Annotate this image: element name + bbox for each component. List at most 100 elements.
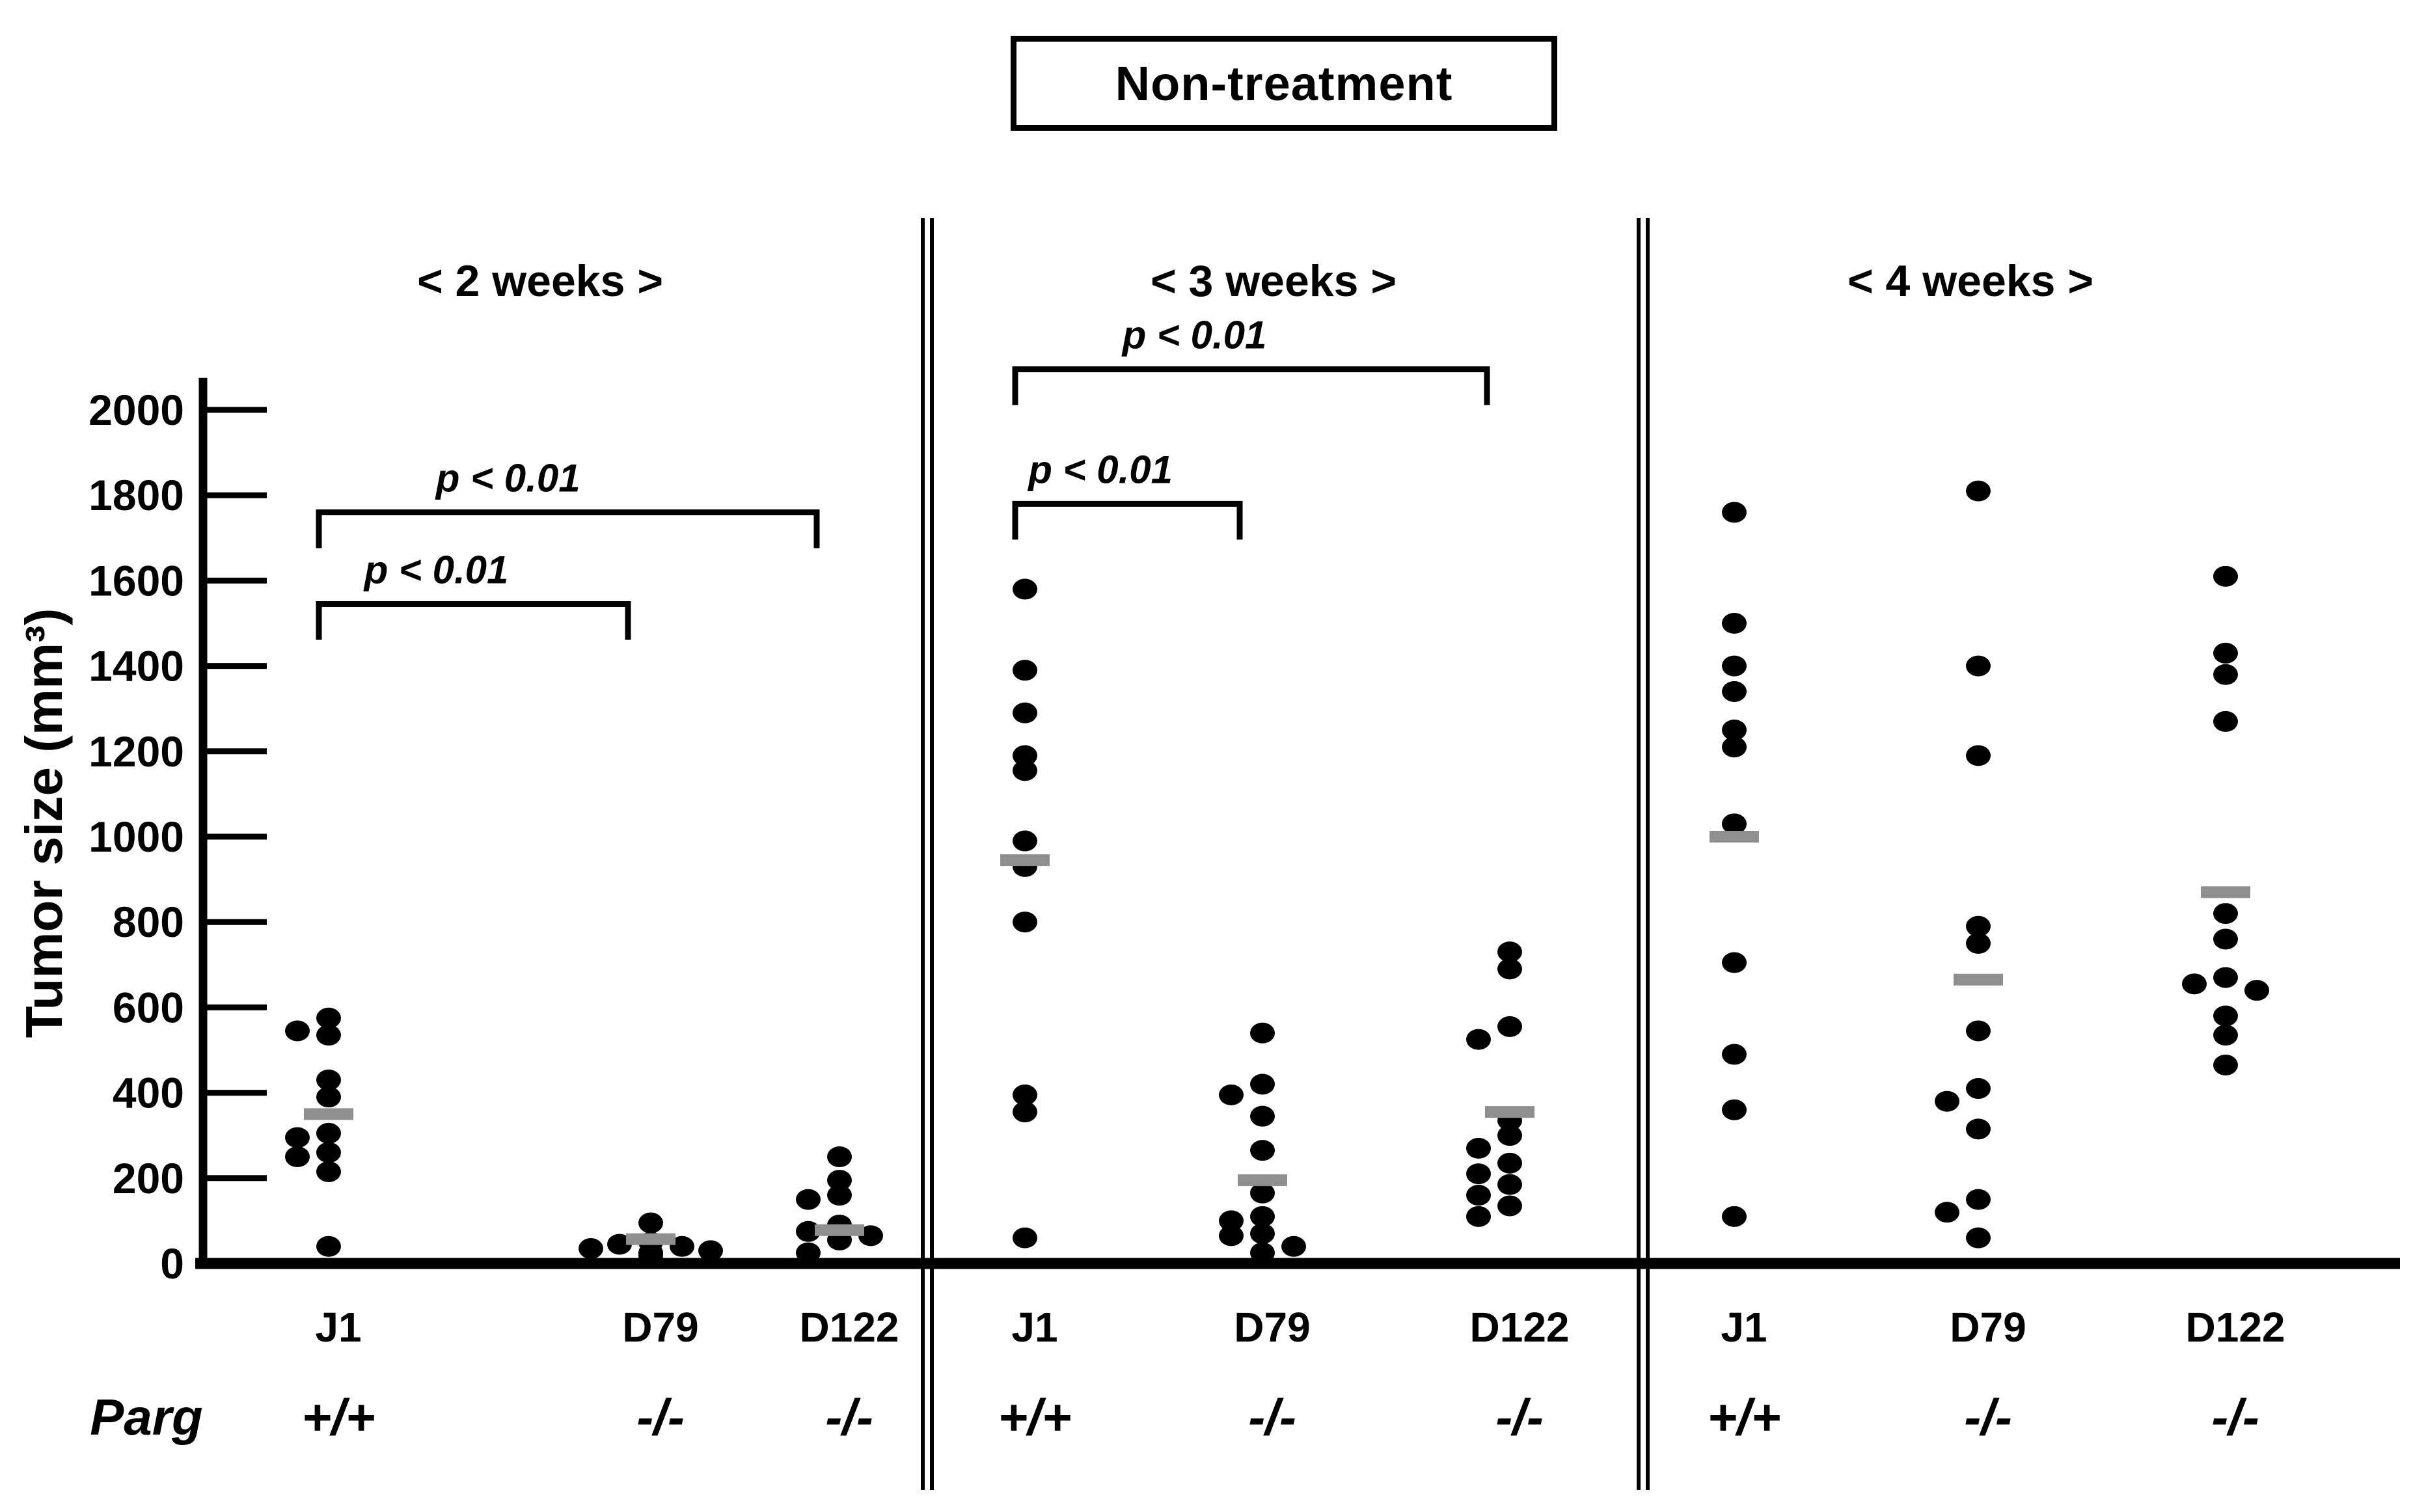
data-point <box>285 1020 310 1042</box>
data-point <box>1722 613 1747 634</box>
data-point <box>2213 565 2238 587</box>
data-point <box>796 1189 821 1210</box>
data-point <box>1013 830 1037 852</box>
data-point <box>1219 1225 1244 1247</box>
cell-line-label: D79 <box>1950 1304 2026 1351</box>
y-tick-label: 1200 <box>89 727 184 776</box>
y-tick-label: 1000 <box>89 813 184 861</box>
data-point <box>1466 1137 1491 1159</box>
data-point <box>1497 1152 1522 1174</box>
data-point <box>2213 710 2238 732</box>
y-tick-label: 400 <box>113 1069 184 1117</box>
data-point <box>285 1146 310 1167</box>
data-point <box>796 1221 821 1242</box>
y-tick-label: 0 <box>160 1239 184 1288</box>
data-point <box>1013 578 1037 600</box>
mean-bar <box>815 1224 864 1236</box>
data-point <box>2213 664 2238 685</box>
data-point <box>285 1127 310 1148</box>
data-point <box>316 1007 341 1029</box>
genotype-label: -/- <box>1495 1388 1544 1446</box>
mean-bar <box>1000 854 1050 867</box>
data-point <box>1013 911 1037 933</box>
data-point <box>2213 1025 2238 1046</box>
data-point <box>1966 915 1991 937</box>
data-point <box>316 1142 341 1163</box>
data-point <box>1497 1195 1522 1217</box>
data-point <box>1722 1044 1747 1065</box>
y-tick-label: 2000 <box>89 386 184 434</box>
data-point <box>1250 1022 1275 1044</box>
genotype-label: +/+ <box>1708 1388 1781 1446</box>
data-point <box>1722 1099 1747 1120</box>
y-axis-title: Tumor size (mm³) <box>15 608 73 1038</box>
significance-bracket <box>316 509 820 548</box>
data-point <box>1935 1202 1959 1223</box>
mean-bar <box>1238 1174 1287 1187</box>
data-point <box>1497 941 1522 963</box>
significance-bracket <box>1012 366 1490 405</box>
cell-line-label: D122 <box>1470 1304 1570 1351</box>
data-point <box>2213 903 2238 925</box>
data-point <box>316 1087 341 1108</box>
data-point <box>1966 1078 1991 1100</box>
data-point <box>2213 928 2238 950</box>
data-point <box>1013 1101 1037 1123</box>
data-point <box>1966 1020 1991 1042</box>
genotype-label: -/- <box>825 1388 873 1446</box>
data-point <box>1219 1084 1244 1105</box>
data-point <box>1250 1223 1275 1245</box>
data-point <box>1250 1206 1275 1227</box>
mean-bar <box>304 1108 353 1120</box>
data-point <box>1250 1242 1275 1263</box>
genotype-label: -/- <box>2211 1388 2259 1446</box>
cell-line-label: D79 <box>622 1304 698 1351</box>
significance-label: p < 0.01 <box>1121 314 1267 357</box>
data-point <box>1250 1073 1275 1095</box>
panel-header: < 4 weeks > <box>1847 256 2093 306</box>
data-point <box>638 1212 663 1234</box>
data-point <box>1722 813 1747 835</box>
mean-bar <box>1485 1106 1534 1118</box>
significance-label: p < 0.01 <box>435 456 580 500</box>
data-point <box>1966 1118 1991 1140</box>
y-tick-label: 800 <box>113 898 184 946</box>
data-point <box>1722 655 1747 677</box>
data-point <box>670 1235 694 1257</box>
genotype-label: -/- <box>636 1388 685 1446</box>
data-point <box>1497 1174 1522 1195</box>
data-point <box>1497 1016 1522 1037</box>
mean-bar <box>1954 973 2003 986</box>
data-point <box>2213 1005 2238 1027</box>
mean-bar <box>2201 886 2250 898</box>
data-point <box>316 1069 341 1090</box>
significance-bracket <box>1012 500 1243 540</box>
data-point <box>1013 745 1037 766</box>
data-point <box>316 1025 341 1046</box>
data-point <box>1966 745 1991 766</box>
data-point <box>1013 1227 1037 1249</box>
parg-row-label: Parg <box>90 1388 202 1446</box>
data-point <box>698 1240 723 1262</box>
data-point <box>1722 1206 1747 1227</box>
panel-header: < 3 weeks > <box>1151 256 1397 306</box>
data-point <box>1966 1227 1991 1249</box>
data-point <box>1250 1140 1275 1161</box>
data-point <box>1219 1210 1244 1232</box>
y-tick-label: 200 <box>113 1154 184 1202</box>
cell-line-label: D79 <box>1234 1304 1310 1351</box>
data-point <box>827 1170 852 1191</box>
mean-bar <box>1710 831 1759 843</box>
data-point <box>1722 952 1747 973</box>
y-tick-label: 600 <box>113 983 184 1031</box>
data-point <box>858 1225 883 1247</box>
data-point <box>1966 480 1991 502</box>
data-point <box>2182 973 2207 995</box>
data-point <box>1497 1125 1522 1146</box>
cell-line-label: D122 <box>2186 1304 2285 1351</box>
cell-line-label: D122 <box>800 1304 899 1351</box>
mean-bar <box>626 1233 675 1245</box>
data-point <box>1013 760 1037 781</box>
data-point <box>1250 1105 1275 1127</box>
